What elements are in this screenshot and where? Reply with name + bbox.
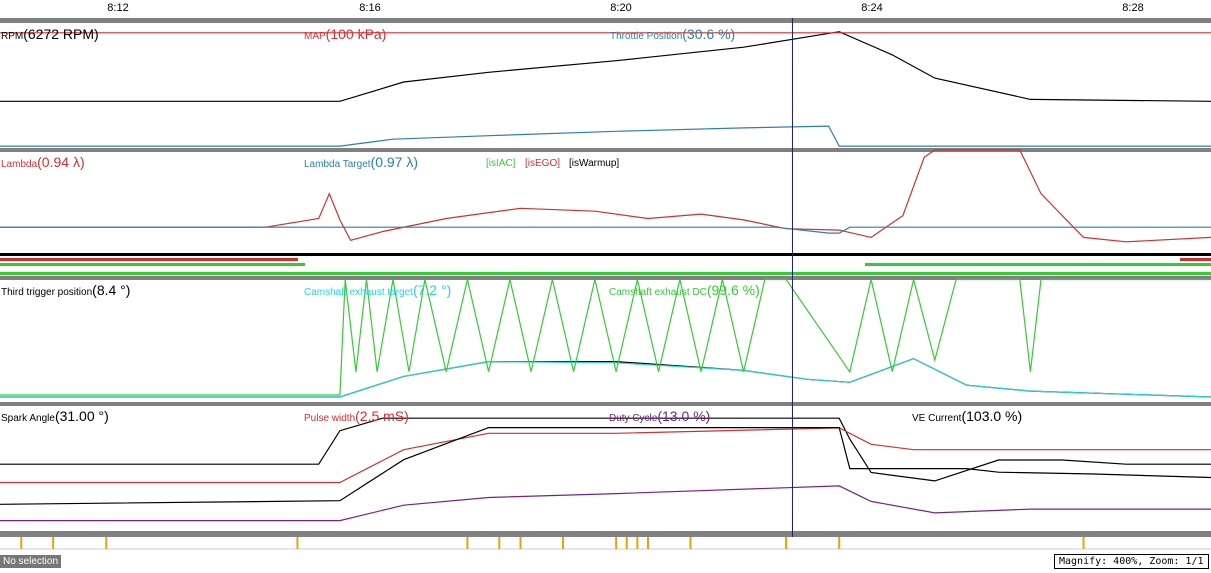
pw-label: Pulse width(2.5 mS) (304, 409, 409, 425)
duty-name: Duty Cycle (609, 413, 658, 424)
series-throttle-position (0, 125, 1211, 147)
throttle-label: Throttle Position(30.6 %) (610, 27, 735, 43)
series-pulse-width (0, 427, 1211, 484)
pw-name: Pulse width (304, 413, 356, 424)
ve-value: (103.0 %) (961, 408, 1023, 424)
series-lambda (0, 149, 1211, 243)
time-tick-label: 8:28 (1122, 2, 1144, 14)
map-name: MAP (304, 31, 326, 42)
flag-bar-green (0, 272, 1211, 275)
spark-label: Spark Angle(31.00 °) (1, 409, 109, 425)
flag-bar-red (0, 258, 298, 261)
series-ve-current (0, 427, 1211, 505)
cam-target-label: Camshaft exhaust target(7.2 °) (304, 283, 451, 299)
panel-separator (0, 276, 1211, 280)
lambda-value: (0.94 λ) (37, 154, 85, 170)
lambda-target-name: Lambda Target (304, 159, 371, 170)
time-tick-label: 8:24 (861, 2, 883, 14)
cam-target-value: (7.2 °) (412, 282, 452, 298)
spark-value: (31.00 °) (54, 408, 109, 424)
lambda-name: Lambda (1, 159, 38, 170)
duty-value: (13.0 %) (657, 408, 711, 424)
lambda-label: Lambda(0.94 λ) (1, 155, 85, 171)
panel-separator (0, 531, 1211, 537)
ve-label: VE Current(103.0 %) (912, 409, 1022, 425)
pw-value: (2.5 mS) (355, 408, 409, 424)
map-label: MAP(100 kPa) (304, 27, 386, 43)
rpm-label: RPM(6272 RPM) (1, 27, 99, 43)
series-rpm (0, 31, 1211, 102)
throttle-value: (30.6 %) (682, 26, 736, 42)
spark-name: Spark Angle (1, 413, 55, 424)
cam-target-name: Camshaft exhaust target (304, 287, 413, 298)
flag-isiac: [isIAC] (486, 158, 516, 169)
panel-separator (0, 402, 1211, 406)
trigger-name: Third trigger position (1, 287, 93, 298)
rpm-name: RPM (1, 31, 24, 42)
panel-separator (0, 148, 1211, 152)
throttle-name: Throttle Position (610, 31, 683, 42)
time-tick-label: 8:12 (107, 2, 129, 14)
time-tick-label: 8:20 (610, 2, 632, 14)
cam-dc-value: (99.6 %) (706, 282, 760, 298)
flag-isego: [isEGO] (525, 158, 561, 169)
panel-separator (0, 18, 1211, 23)
lambda-target-value: (0.97 λ) (370, 154, 418, 170)
map-value: (100 kPa) (325, 26, 387, 42)
flag-bar-red (1180, 258, 1211, 261)
cam-dc-name: Camshaft exhaust DC (609, 287, 707, 298)
cam-dc-label: Camshaft exhaust DC(99.6 %) (609, 283, 760, 299)
lambda-target-label: Lambda Target(0.97 λ) (304, 155, 418, 171)
series-lambda-target (0, 226, 1211, 234)
series-camshaft-exhaust-target (0, 357, 1211, 398)
trigger-value: (8.4 °) (92, 282, 131, 298)
series-spark-angle (0, 417, 1211, 482)
flag-iswarmup: [isWarmup] (569, 158, 620, 169)
ve-name: VE Current (912, 413, 962, 424)
rpm-value: (6272 RPM) (23, 26, 99, 42)
flag-bar-black (0, 253, 1211, 256)
series-camshaft-exhaust-dc (0, 278, 1211, 396)
duty-label: Duty Cycle(13.0 %) (609, 409, 710, 425)
trigger-label: Third trigger position(8.4 °) (1, 283, 130, 299)
flag-bar-green (865, 263, 1211, 266)
magnify-zoom-status: Magnify: 400%, Zoom: 1/1 (1054, 554, 1209, 569)
time-tick-label: 8:16 (359, 2, 381, 14)
series-duty-cycle (0, 485, 1211, 522)
flag-bar-green (0, 263, 305, 266)
selection-status: No selection (0, 555, 62, 568)
